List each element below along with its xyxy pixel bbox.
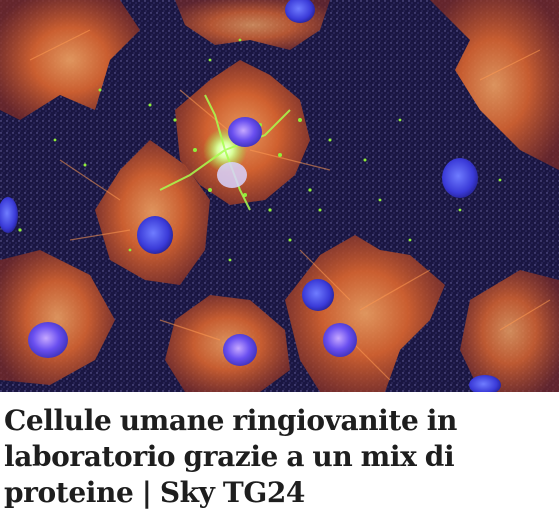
cell-body bbox=[95, 140, 210, 285]
cell-nucleus bbox=[228, 117, 262, 147]
article-hero-image[interactable] bbox=[0, 0, 559, 392]
cell-nucleus bbox=[137, 216, 173, 254]
cell-body bbox=[430, 0, 559, 170]
cell-nucleus bbox=[323, 323, 357, 357]
fluorescence-micrograph bbox=[0, 0, 559, 392]
cell-nucleus bbox=[442, 158, 478, 198]
cell-nucleus bbox=[223, 334, 257, 366]
cell-body bbox=[0, 0, 140, 120]
cell-nucleus bbox=[28, 322, 68, 358]
cell-nucleus bbox=[302, 279, 334, 311]
article-headline[interactable]: Cellule umane ringiovanite in laboratori… bbox=[4, 404, 457, 509]
cell-nucleus bbox=[469, 375, 501, 392]
cell-nucleus bbox=[0, 197, 18, 233]
cell-body bbox=[0, 250, 115, 385]
cell-nucleus bbox=[217, 162, 247, 188]
cell-body bbox=[460, 270, 559, 392]
cell-nucleus bbox=[285, 0, 315, 23]
